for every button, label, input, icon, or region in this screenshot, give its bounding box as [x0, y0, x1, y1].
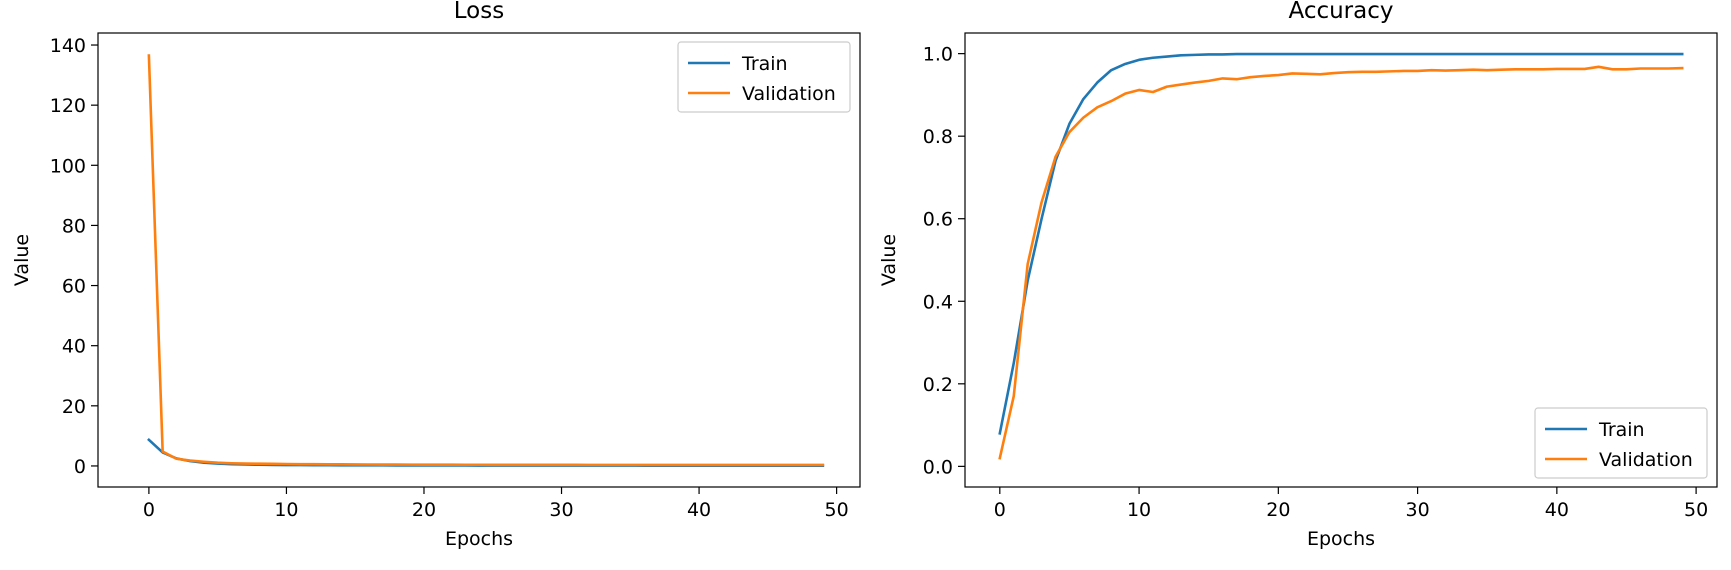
legend-label-validation: Validation: [742, 83, 836, 105]
series-line-train: [998, 52, 1684, 435]
y-tick-label: 0.6: [923, 209, 953, 231]
loss-chart: Loss Epochs Value 0 10 20 30 40 50 0 20 40 60 80 10…: [11, 0, 861, 550]
legend-label-train: Train: [1598, 419, 1645, 441]
legend: Train Validation: [677, 41, 851, 113]
y-tick-label: 40: [62, 336, 86, 358]
legend-label-train: Train: [741, 53, 788, 75]
y-tick-label: 0.4: [923, 291, 953, 313]
axis-ticks: 0 10 20 30 40 50 0 20 40 60 80 100 120 140: [50, 35, 849, 521]
plot-lines: [147, 54, 825, 467]
x-tick-label: 20: [412, 499, 436, 521]
y-tick-label: 60: [62, 276, 86, 298]
y-tick-label: 20: [62, 396, 86, 418]
legend-label-validation: Validation: [1599, 449, 1693, 471]
series-line-validation: [998, 65, 1684, 460]
series-line-validation: [147, 54, 825, 467]
x-tick-label: 30: [1405, 499, 1429, 521]
legend: Train Validation: [1534, 407, 1708, 479]
y-tick-label: 0.8: [923, 126, 953, 148]
x-tick-label: 10: [1127, 499, 1151, 521]
legend-box: [677, 41, 851, 113]
chart-title: Accuracy: [1288, 0, 1393, 24]
x-tick-label: 40: [687, 499, 711, 521]
series-line-train: [147, 437, 825, 467]
y-tick-label: 1.0: [923, 44, 953, 66]
x-tick-label: 50: [825, 499, 849, 521]
y-tick-label: 80: [62, 215, 86, 237]
plot-lines: [998, 52, 1684, 460]
x-axis-label: Epochs: [1307, 528, 1375, 550]
chart-title: Loss: [454, 0, 504, 24]
axis-ticks: 0 10 20 30 40 50 0.0 0.2 0.4 0.6 0.8 1.0: [923, 44, 1708, 521]
x-tick-label: 0: [143, 499, 155, 521]
y-tick-label: 140: [50, 35, 86, 57]
y-axis-label: Value: [878, 234, 900, 286]
axes-frame: [97, 32, 861, 488]
x-tick-label: 30: [549, 499, 573, 521]
y-tick-label: 100: [50, 155, 86, 177]
y-axis-label: Value: [11, 234, 33, 286]
y-tick-label: 0.0: [923, 456, 953, 478]
x-tick-label: 0: [994, 499, 1006, 521]
y-tick-label: 120: [50, 95, 86, 117]
axes-frame: [964, 32, 1718, 488]
x-axis-label: Epochs: [445, 528, 513, 550]
legend-box: [1534, 407, 1708, 479]
y-tick-label: 0.2: [923, 374, 953, 396]
x-tick-label: 50: [1684, 499, 1708, 521]
accuracy-chart: Accuracy Epochs Value 0 10 20 30 40 500.00.20…: [878, 0, 1718, 550]
y-tick-label: 0: [74, 456, 86, 478]
x-tick-label: 20: [1266, 499, 1290, 521]
x-tick-label: 10: [274, 499, 298, 521]
x-tick-label: 40: [1545, 499, 1569, 521]
